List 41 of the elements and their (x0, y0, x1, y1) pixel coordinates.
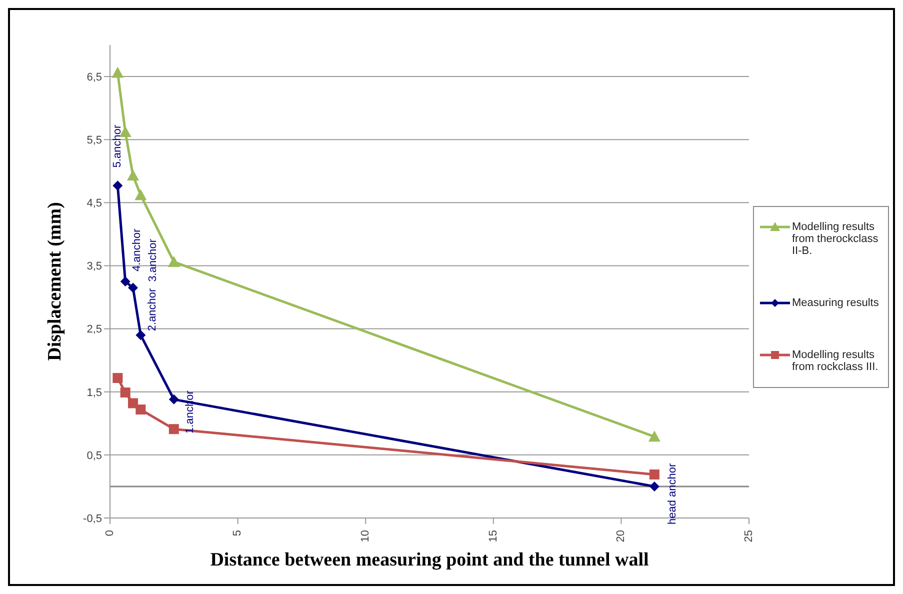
point (112, 180, 123, 191)
point (134, 189, 147, 200)
y-tick-label: 0,5 (86, 450, 102, 462)
point (649, 469, 660, 480)
y-tick-label: 4,5 (86, 198, 102, 210)
point (168, 256, 180, 267)
x-tick-label: 25 (742, 530, 755, 542)
annotation: 2.anchor (146, 288, 159, 332)
point (112, 372, 123, 383)
point (168, 424, 179, 434)
point (136, 330, 146, 340)
y-tick-label: 6,5 (86, 71, 102, 84)
legend-label: Modelling results from rockclass III. (792, 349, 880, 373)
point (128, 282, 138, 293)
x-tick-label: 0 (104, 530, 116, 536)
point (120, 387, 130, 398)
legend-label: Modelling results from therockclass II-B. (792, 221, 880, 257)
point (128, 398, 138, 408)
x-tick-label: 20 (615, 530, 628, 542)
y-tick-label: -0,5 (83, 512, 102, 525)
y-tick-label: 5,5 (86, 134, 102, 147)
y-tick-label: 1,5 (86, 386, 102, 399)
y-axis-title: Displacement (mm) (44, 202, 66, 361)
x-axis-title: Distance between measuring point and the tunnel wall (210, 549, 649, 570)
x-tick-label: 15 (487, 530, 500, 542)
annotation: head anchor (666, 462, 678, 524)
point (127, 170, 140, 181)
point (136, 404, 146, 415)
y-tick-label: 2,5 (86, 324, 102, 336)
x-tick-label: 10 (360, 530, 372, 542)
legend-label: Measuring results (792, 297, 879, 309)
x-tick-label: 5 (232, 530, 244, 536)
annotation: 3.anchor (146, 238, 159, 282)
point (168, 394, 179, 404)
annotation: 5.anchor (112, 124, 124, 168)
y-tick-label: 3,5 (86, 260, 102, 273)
point (120, 276, 130, 286)
point (648, 430, 660, 442)
point (649, 481, 660, 492)
annotation: 4.anchor (131, 228, 144, 272)
point (112, 66, 124, 78)
